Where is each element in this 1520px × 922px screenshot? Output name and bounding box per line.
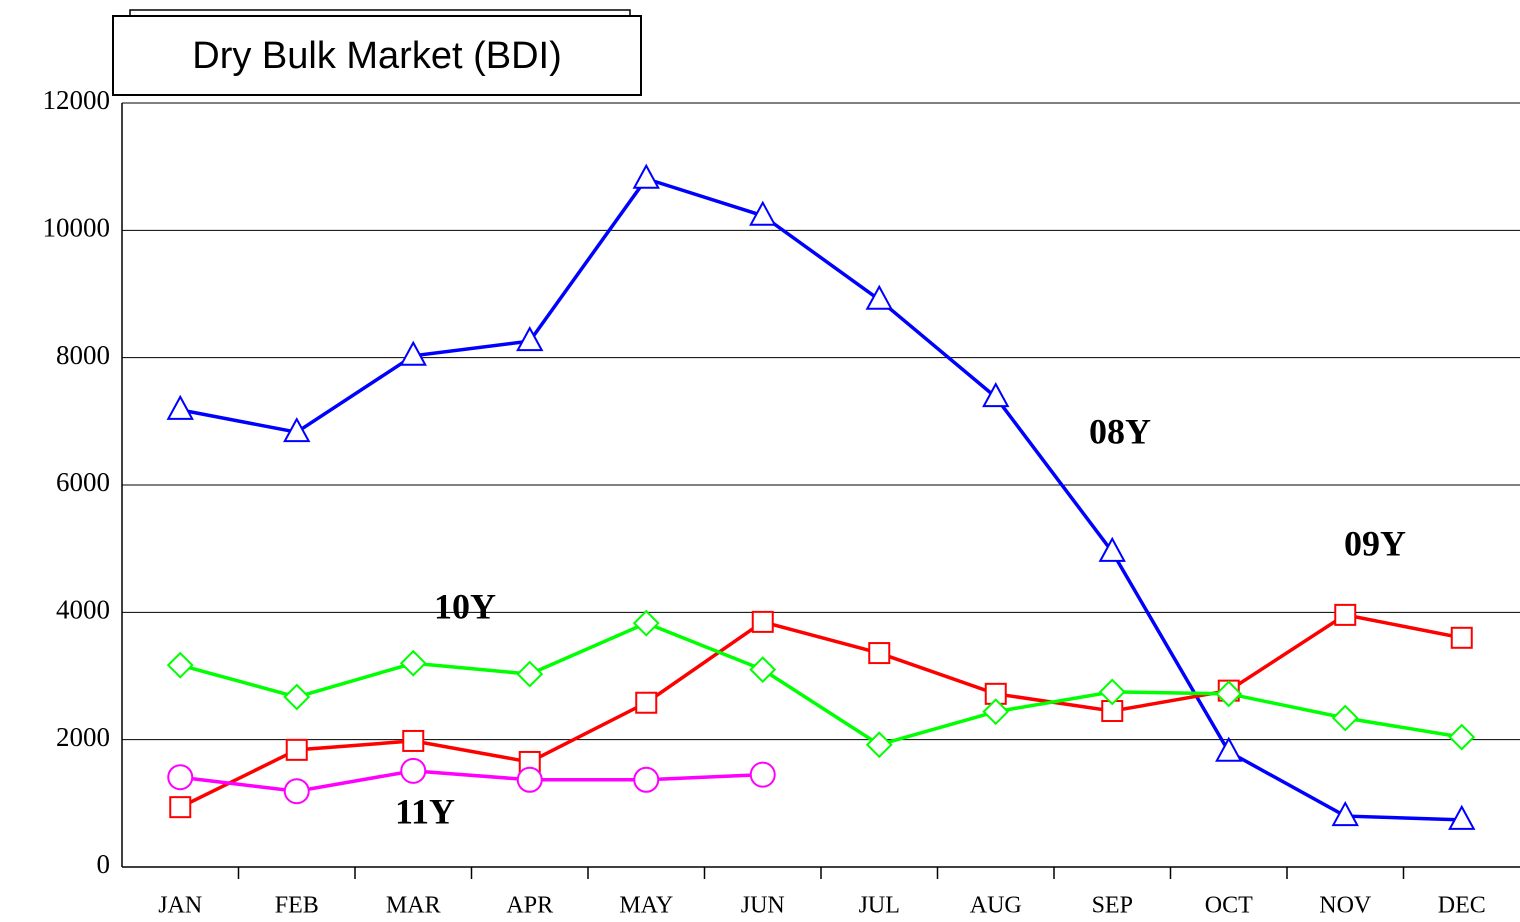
marker: [516, 766, 543, 793]
marker: [283, 417, 311, 443]
marker: [169, 796, 192, 819]
x-tick-label: DEC: [1438, 893, 1486, 919]
marker: [751, 610, 774, 633]
y-tick-label: 6000: [56, 467, 110, 497]
x-tick-label: JUN: [741, 893, 785, 919]
marker: [1450, 626, 1473, 649]
marker: [868, 642, 891, 665]
x-tick-label: MAR: [386, 893, 441, 919]
marker: [285, 738, 308, 761]
series-line: [179, 621, 1463, 747]
y-tick-label: 12000: [43, 85, 111, 115]
marker: [400, 757, 427, 784]
marker: [749, 200, 777, 226]
marker: [1331, 800, 1359, 827]
x-tick-label: NOV: [1319, 893, 1372, 919]
marker: [1448, 723, 1476, 751]
x-tick-label: APR: [506, 893, 553, 919]
marker: [399, 340, 427, 366]
title-box: [112, 15, 642, 96]
series-line: [180, 769, 763, 794]
series-line: [179, 613, 1463, 809]
marker: [635, 691, 658, 714]
marker: [516, 660, 544, 688]
y-tick-label: 2000: [56, 722, 110, 752]
y-tick-label: 8000: [56, 340, 110, 370]
marker: [1215, 736, 1243, 762]
marker: [166, 394, 194, 420]
x-tick-label: SEP: [1092, 893, 1133, 919]
x-tick-label: JAN: [158, 893, 202, 919]
marker: [402, 729, 425, 752]
marker: [865, 284, 893, 310]
marker: [632, 609, 660, 637]
x-tick-label: AUG: [970, 893, 1022, 919]
marker: [516, 326, 544, 352]
x-tick-label: OCT: [1205, 893, 1253, 919]
marker: [1334, 603, 1357, 626]
chart-title: Dry Bulk Market (BDI): [192, 35, 561, 77]
marker: [1098, 678, 1126, 706]
marker: [283, 778, 310, 805]
y-tick-label: 0: [97, 849, 111, 879]
marker: [865, 731, 893, 759]
marker: [399, 649, 427, 677]
marker: [982, 698, 1010, 726]
marker: [749, 761, 776, 788]
marker: [166, 651, 194, 679]
marker: [1098, 536, 1126, 562]
marker: [633, 766, 660, 793]
marker: [283, 683, 311, 711]
series-label: 11Y: [395, 791, 455, 831]
x-tick-label: FEB: [275, 893, 319, 919]
marker: [1215, 680, 1243, 708]
series-line: [179, 176, 1462, 822]
marker: [632, 163, 660, 189]
marker: [1448, 804, 1476, 830]
marker: [749, 656, 777, 684]
x-tick-label: MAY: [619, 893, 673, 919]
marker: [982, 382, 1010, 408]
y-tick-label: 4000: [56, 595, 110, 625]
series-label: 09Y: [1344, 523, 1406, 563]
x-tick-label: JUL: [859, 893, 900, 919]
series-label: 10Y: [434, 586, 496, 626]
marker: [167, 764, 194, 791]
series-label: 08Y: [1089, 411, 1151, 451]
y-tick-label: 10000: [43, 213, 111, 243]
marker: [1331, 704, 1359, 732]
